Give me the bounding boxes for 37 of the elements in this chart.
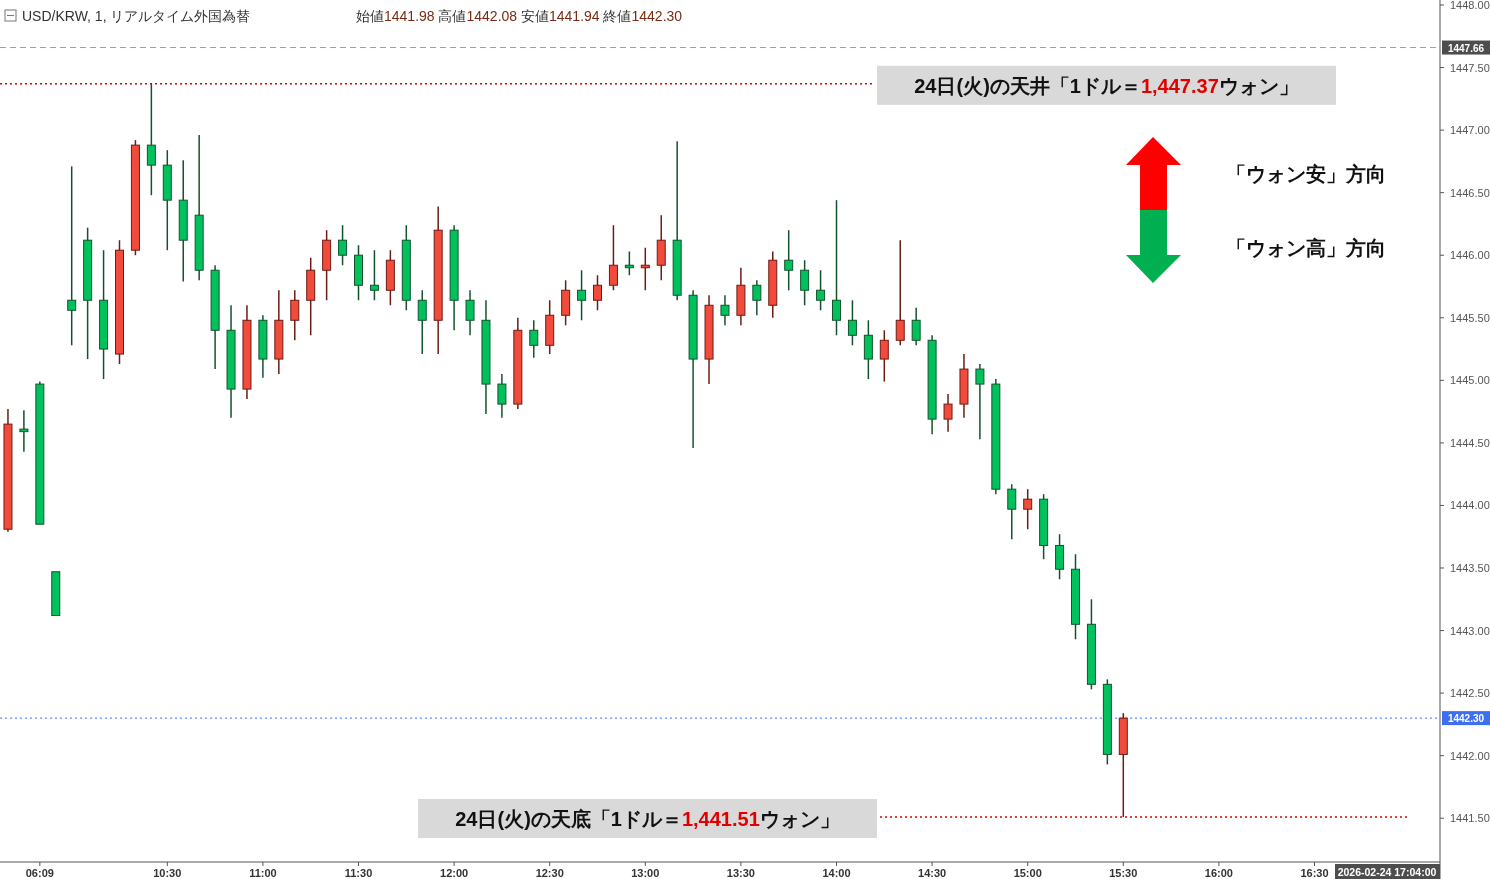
x-tick-label: 13:00 xyxy=(631,867,660,879)
y-tick-label: 1444.00 xyxy=(1450,499,1490,512)
ref-line-label: 1442.30 xyxy=(1447,713,1485,725)
y-tick-label: 1445.50 xyxy=(1450,311,1490,324)
y-tick-label: 1445.00 xyxy=(1450,374,1490,387)
text: USD/KRW, 1, リアルタイム外国為替 xyxy=(22,8,251,24)
text: 2026-02-24 17:04:00 xyxy=(1337,866,1437,878)
x-tick-label: 15:30 xyxy=(1109,867,1138,879)
y-tick-label: 1446.50 xyxy=(1450,186,1490,199)
x-tick-label: 16:30 xyxy=(1300,867,1329,879)
x-tick-label: 14:00 xyxy=(822,867,851,879)
y-tick-label: 1448.00 xyxy=(1450,0,1490,11)
y-tick-label: 1446.00 xyxy=(1450,249,1490,262)
x-tick-label: 13:30 xyxy=(726,867,755,879)
y-tick-label: 1442.00 xyxy=(1450,749,1490,762)
text: 始値1441.98 高値1442.08 安値1441.94 終値1442.30 xyxy=(356,8,683,24)
annotation: 「ウォン高」方向 xyxy=(1226,237,1386,259)
y-tick-label: 1443.50 xyxy=(1450,561,1490,574)
y-tick-label: 1441.50 xyxy=(1450,812,1490,825)
y-tick-label: 1444.50 xyxy=(1450,436,1490,449)
x-tick-label: 15:00 xyxy=(1013,867,1042,879)
annotation: 「ウォン安」方向 xyxy=(1226,163,1386,185)
ref-line-label: 1447.66 xyxy=(1447,42,1485,54)
ref-line-label: 24日(火)の天井「1ドル＝1,447.37ウォン」 xyxy=(914,74,1299,97)
x-tick-label: 14:30 xyxy=(918,867,947,879)
y-tick-label: 1443.00 xyxy=(1450,624,1490,637)
x-tick-label: 06:09 xyxy=(25,867,54,879)
x-tick-label: 16:00 xyxy=(1204,867,1233,879)
x-tick-label: 12:00 xyxy=(440,867,469,879)
x-tick-label: 11:30 xyxy=(344,867,373,879)
x-tick-label: 10:30 xyxy=(153,867,182,879)
x-tick-label: 11:00 xyxy=(249,867,277,879)
x-tick-label: 12:30 xyxy=(535,867,564,879)
y-tick-label: 1447.50 xyxy=(1450,61,1490,74)
ref-line-label: 24日(火)の天底「1ドル＝1,441.51ウォン」 xyxy=(455,807,840,830)
y-tick-label: 1447.00 xyxy=(1450,124,1490,137)
y-tick-label: 1442.50 xyxy=(1450,687,1490,700)
